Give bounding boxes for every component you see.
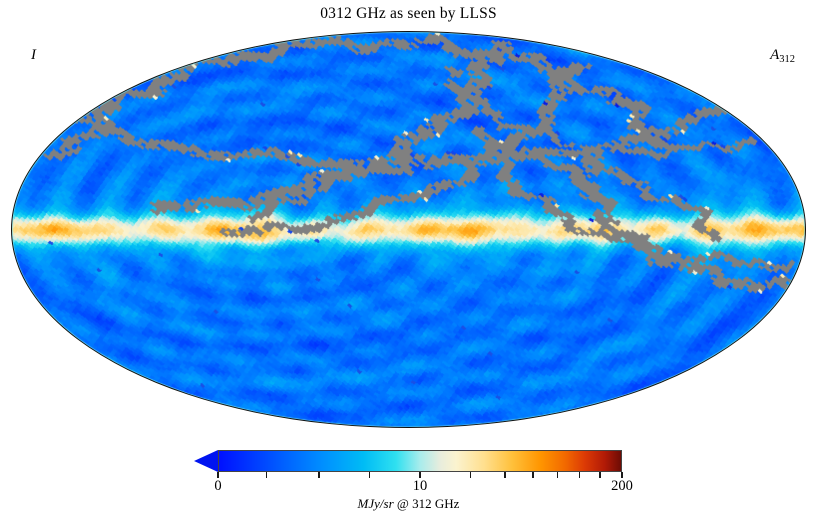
colorbar-tick — [419, 472, 421, 478]
colorbar-tick-label: 10 — [412, 478, 428, 494]
colorbar-tick — [265, 472, 268, 478]
colorbar-tick-label: 0 — [214, 478, 222, 494]
colorbar-tick — [621, 472, 623, 478]
colorbar-unit-italic: MJy/sr — [357, 496, 394, 511]
colorbar-gradient — [218, 450, 622, 472]
colorbar-tick-label: 200 — [611, 478, 633, 494]
colorbar-tick — [504, 472, 506, 478]
colorbar: 0 10 200 MJy/sr @ 312 GHz — [0, 446, 817, 514]
page-title: 0312 GHz as seen by LLSS — [320, 5, 497, 22]
colorbar-unit-rest: @ 312 GHz — [393, 496, 460, 511]
colorbar-tick — [598, 472, 601, 478]
colorbar-tick — [368, 472, 371, 478]
colorbar-tick — [532, 472, 534, 478]
sky-map-mollweide[interactable] — [11, 31, 806, 428]
sky-map-canvas — [12, 32, 805, 427]
colorbar-tick — [556, 472, 559, 478]
colorbar-tick — [469, 472, 472, 478]
colorbar-tick — [217, 472, 219, 478]
colorbar-tick — [578, 472, 581, 478]
colorbar-tick — [318, 472, 320, 478]
colorbar-axis-label: MJy/sr @ 312 GHz — [0, 496, 817, 512]
colorbar-underflow-arrow-icon — [194, 450, 218, 472]
